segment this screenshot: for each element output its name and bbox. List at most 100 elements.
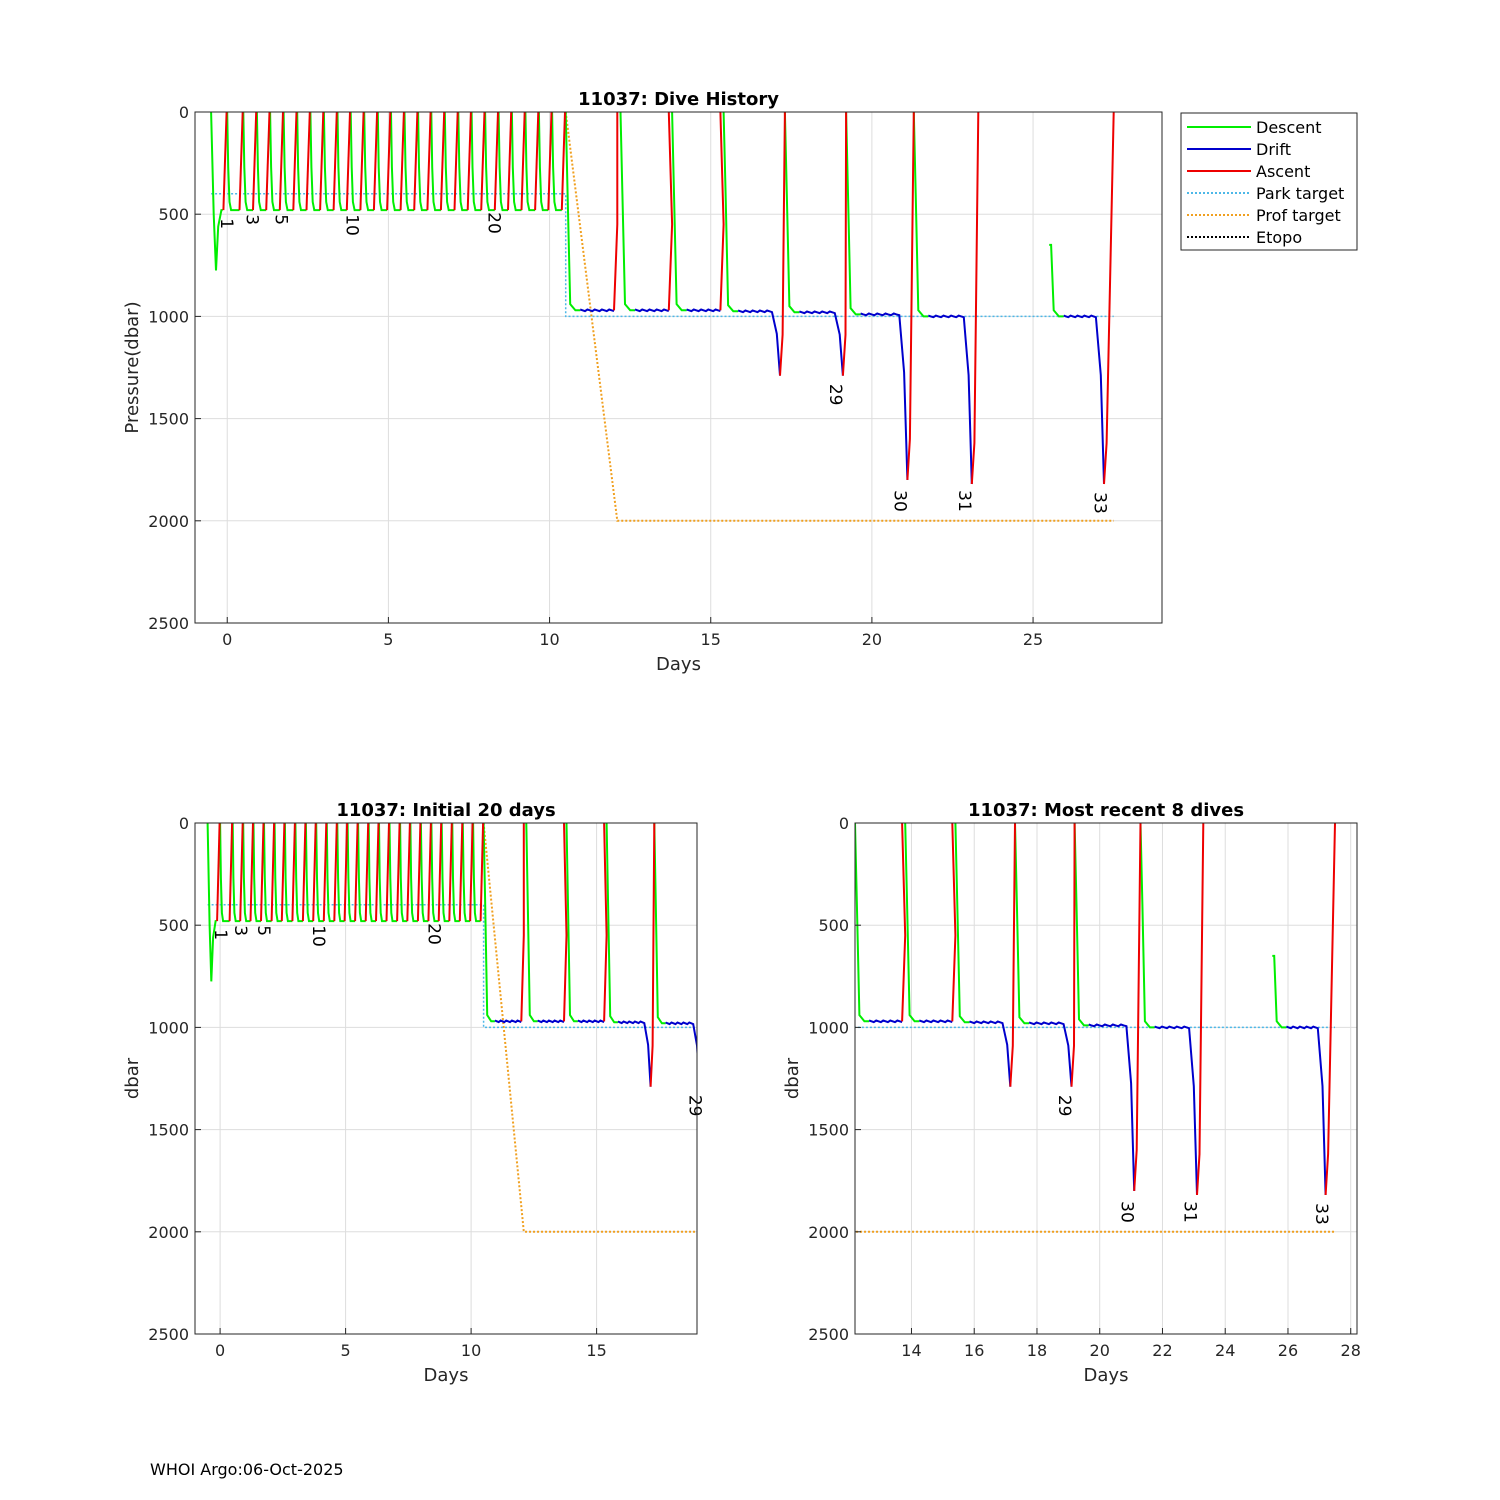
cycle-number-label: 1	[216, 218, 236, 229]
ascent-segment	[345, 112, 351, 211]
descent-segment	[671, 112, 687, 312]
x-axis-label: Days	[656, 654, 701, 675]
descent-segment	[461, 823, 471, 923]
ascent-segment	[416, 823, 422, 922]
ascent-segment	[480, 112, 486, 211]
descent-segment	[309, 112, 321, 212]
drift-segment	[494, 1019, 522, 1024]
ascent-segment	[270, 823, 276, 922]
x-tick-label: 10	[461, 1341, 481, 1360]
y-tick-label: 1500	[808, 1121, 849, 1140]
y-tick-label: 2000	[808, 1223, 849, 1242]
ascent-segment	[216, 823, 221, 922]
descent-segment	[219, 823, 230, 923]
chart-title: 11037: Most recent 8 dives	[968, 800, 1244, 821]
x-tick-label: 20	[862, 630, 882, 649]
ascent-segment	[615, 823, 618, 921]
ascent-segment	[497, 823, 500, 921]
ascent-segment	[1009, 823, 1016, 1087]
descent-segment	[325, 823, 335, 923]
axes-box	[854, 822, 1358, 1335]
descent-segment	[845, 112, 861, 316]
descent-segment	[855, 823, 870, 1023]
descent-segment	[357, 823, 366, 923]
grid-lines	[855, 822, 1357, 1335]
drift-segment	[617, 1020, 652, 1087]
ascent-segment	[252, 112, 258, 211]
legend-label-prof-target: Prof target	[1256, 206, 1341, 225]
descent-segment	[671, 823, 680, 921]
x-tick-label: 15	[586, 1341, 606, 1360]
ascent-segment	[534, 112, 540, 211]
legend-label-drift: Drift	[1256, 140, 1291, 159]
descent-segment	[619, 823, 628, 921]
ascent-segment	[239, 823, 244, 922]
ascent-segment	[667, 112, 674, 311]
descent-segment	[553, 823, 562, 921]
ascent-segment	[448, 823, 453, 922]
chart-title: 11037: Dive History	[578, 89, 779, 110]
descent-segment	[514, 823, 523, 921]
drift-segment	[1063, 314, 1105, 485]
descent-segment	[388, 823, 398, 923]
ascent-segment	[1103, 112, 1115, 485]
ascent-segment	[453, 112, 459, 211]
x-tick-label: 20	[1090, 1341, 1110, 1360]
descent-segment	[451, 823, 460, 923]
descent-segment	[580, 823, 589, 921]
ascent-segment	[332, 112, 338, 211]
descent-segment	[269, 112, 280, 212]
drift-segment	[969, 1020, 1012, 1087]
x-tick-label: 14	[901, 1341, 921, 1360]
descent-segment	[776, 823, 785, 921]
ascent-segment	[396, 823, 401, 922]
descent-segment	[363, 112, 374, 212]
ascent-segment	[260, 823, 265, 922]
ascent-segment	[1324, 823, 1336, 1196]
ascent-segment	[1070, 823, 1076, 1087]
descent-segment	[346, 823, 356, 923]
descent-segment	[430, 112, 441, 212]
ascent-segment	[706, 823, 709, 921]
ascent-segment	[413, 112, 419, 211]
drift-segment	[799, 310, 844, 376]
descent-segment	[419, 823, 429, 923]
ascent-segment	[343, 823, 349, 922]
tick-labels: 14 16 18 20 22 24 26 28 0 500 1000 1500 2000 2500	[808, 814, 1361, 1360]
legend: Descent Drift Ascent Park target Prof target…	[1180, 112, 1358, 251]
cycle-number-label: 1	[210, 929, 230, 940]
ascent-segment	[779, 112, 786, 376]
descent-segment	[605, 823, 618, 1024]
descent-segment	[1272, 954, 1287, 1029]
ascent-segment	[427, 823, 432, 922]
y-tick-label: 0	[179, 814, 189, 833]
drift-segment	[868, 1019, 903, 1024]
footer-credit: WHOI Argo:06-Oct-2025	[150, 1460, 344, 1479]
ascent-segment	[841, 112, 848, 376]
legend-label-descent: Descent	[1256, 118, 1322, 137]
ascent-segment	[746, 823, 749, 921]
ascent-segment	[364, 823, 370, 922]
y-tick-label: 1000	[148, 1018, 189, 1037]
descent-segment	[273, 823, 282, 923]
ascent-segment	[563, 823, 568, 1022]
ascent-segment	[733, 823, 736, 921]
ascent-segment	[278, 112, 284, 211]
descent-segment	[710, 823, 720, 921]
descent-segment	[263, 823, 272, 923]
plot-area	[497, 823, 1336, 1233]
descent-segment	[722, 112, 739, 313]
grid-lines	[195, 822, 697, 1335]
ascent-segment	[386, 112, 392, 211]
x-tick-label: 24	[1215, 1341, 1235, 1360]
drift-segment	[537, 1019, 565, 1024]
ascent-segment	[426, 112, 432, 211]
ascent-segment	[439, 112, 446, 211]
descent-segment	[619, 112, 635, 312]
descent-segment	[540, 823, 549, 921]
ascent-segment	[720, 823, 723, 921]
ascent-segment	[469, 823, 474, 922]
